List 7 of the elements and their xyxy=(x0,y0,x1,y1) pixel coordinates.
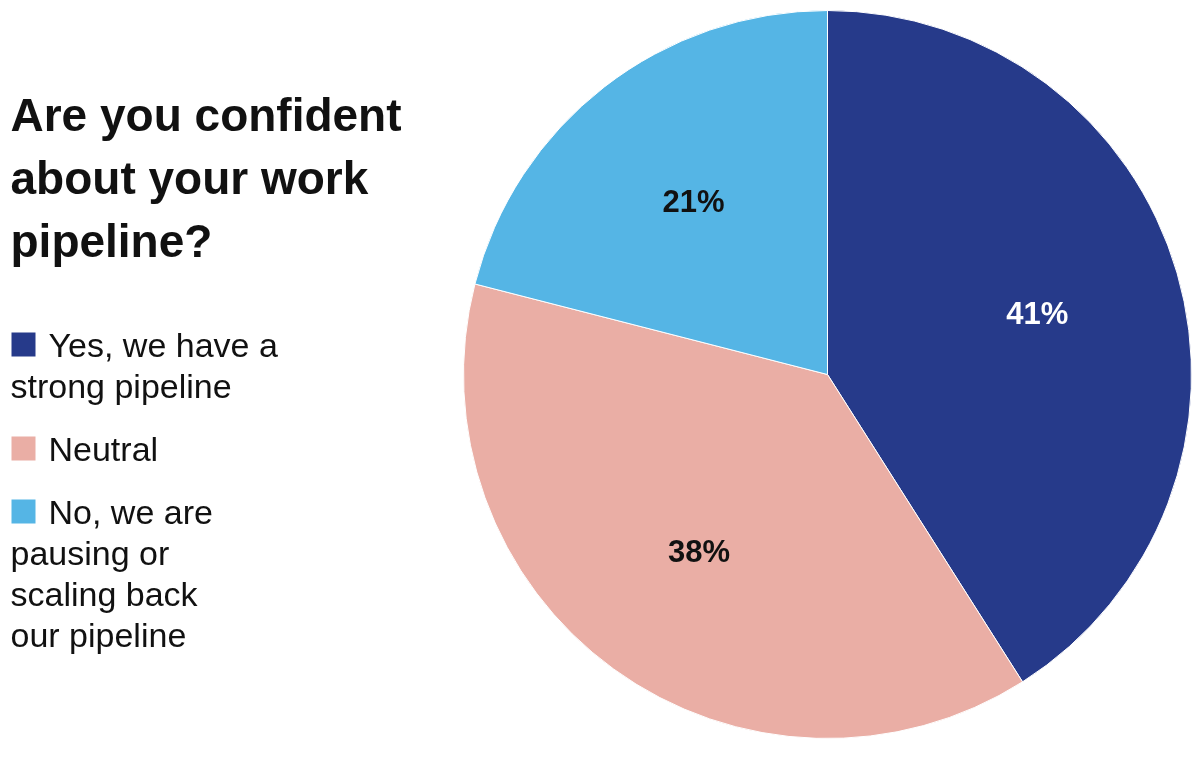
data-label: 41% xyxy=(1006,296,1069,332)
data-label: 21% xyxy=(662,184,725,220)
legend-label: Neutral xyxy=(48,429,159,468)
legend-label: No, we are pausing or scaling back our pipeline xyxy=(10,492,213,654)
legend-label: Yes, we have a strong pipeline xyxy=(10,325,278,405)
data-label: 38% xyxy=(668,533,731,569)
text: Are you confident about your work pipeline? xyxy=(10,88,402,267)
